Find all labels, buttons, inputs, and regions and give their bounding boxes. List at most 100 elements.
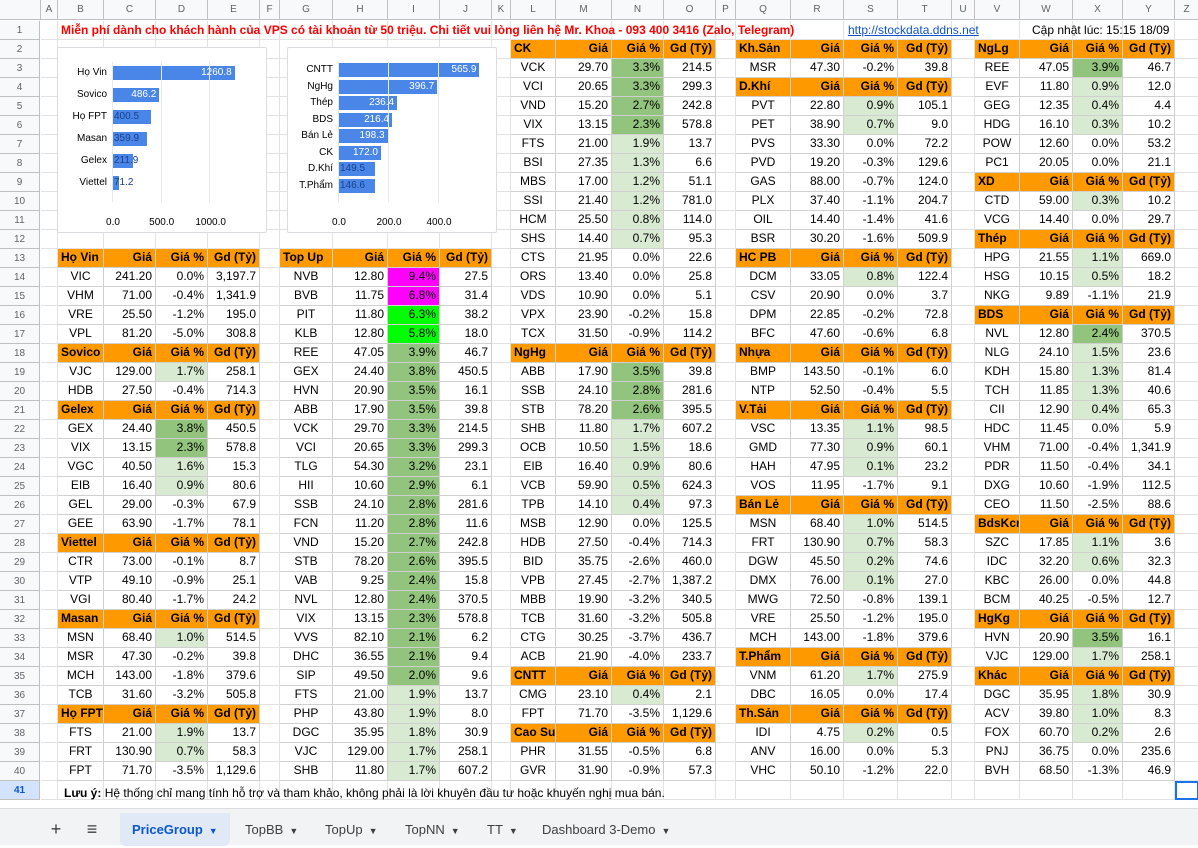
- ticker-symbol[interactable]: BSI: [511, 154, 556, 173]
- row-header-30[interactable]: 30: [0, 572, 40, 591]
- ticker-symbol[interactable]: REE: [975, 59, 1020, 78]
- ticker-symbol[interactable]: BID: [511, 553, 556, 572]
- ticker-symbol[interactable]: STB: [511, 401, 556, 420]
- column-header-z[interactable]: Z: [1175, 0, 1198, 20]
- ticker-symbol[interactable]: DMX: [736, 572, 791, 591]
- tab-dropdown-icon[interactable]: ▼: [661, 826, 671, 836]
- column-header-y[interactable]: Y: [1123, 0, 1175, 20]
- column-header-p[interactable]: P: [716, 0, 736, 20]
- ticker-symbol[interactable]: MWG: [736, 591, 791, 610]
- bar-value[interactable]: 565.9: [338, 63, 480, 78]
- column-header-j[interactable]: J: [440, 0, 492, 20]
- row-header-37[interactable]: 37: [0, 705, 40, 724]
- row-header-11[interactable]: 11: [0, 211, 40, 230]
- ticker-symbol[interactable]: VCG: [975, 211, 1020, 230]
- column-header-w[interactable]: W: [1020, 0, 1073, 20]
- ticker-symbol[interactable]: VHC: [736, 762, 791, 781]
- row-header-1[interactable]: 1: [0, 21, 40, 40]
- ticker-symbol[interactable]: DGC: [280, 724, 333, 743]
- ticker-symbol[interactable]: PDR: [975, 458, 1020, 477]
- column-header-f[interactable]: F: [260, 0, 280, 20]
- column-header-n[interactable]: N: [612, 0, 664, 20]
- ticker-symbol[interactable]: BVB: [280, 287, 333, 306]
- ticker-symbol[interactable]: HVN: [280, 382, 333, 401]
- tab-dropdown-icon[interactable]: ▼: [368, 826, 378, 836]
- ticker-symbol[interactable]: BVH: [975, 762, 1020, 781]
- tab-topbb[interactable]: TopBB ▼: [233, 813, 310, 846]
- ticker-symbol[interactable]: EIB: [58, 477, 104, 496]
- ticker-symbol[interactable]: GVR: [511, 762, 556, 781]
- ticker-symbol[interactable]: HDG: [975, 116, 1020, 135]
- column-header-s[interactable]: S: [844, 0, 898, 20]
- ticker-symbol[interactable]: SHB: [511, 420, 556, 439]
- ticker-symbol[interactable]: GAS: [736, 173, 791, 192]
- bar-value[interactable]: 1260.8: [112, 66, 235, 80]
- row-header-29[interactable]: 29: [0, 553, 40, 572]
- column-header-i[interactable]: I: [388, 0, 440, 20]
- ticker-symbol[interactable]: STB: [280, 553, 333, 572]
- ticker-symbol[interactable]: VGI: [58, 591, 104, 610]
- ticker-symbol[interactable]: PHP: [280, 705, 333, 724]
- column-header-l[interactable]: L: [511, 0, 556, 20]
- row-header-39[interactable]: 39: [0, 743, 40, 762]
- ticker-symbol[interactable]: VDS: [511, 287, 556, 306]
- ticker-symbol[interactable]: VOS: [736, 477, 791, 496]
- column-header-k[interactable]: K: [492, 0, 511, 20]
- ticker-symbol[interactable]: OIL: [736, 211, 791, 230]
- bar-value[interactable]: 198.3: [338, 129, 388, 144]
- ticker-symbol[interactable]: CTS: [511, 249, 556, 268]
- ticker-symbol[interactable]: TPB: [511, 496, 556, 515]
- ticker-symbol[interactable]: VSC: [736, 420, 791, 439]
- row-header-28[interactable]: 28: [0, 534, 40, 553]
- row-header-21[interactable]: 21: [0, 401, 40, 420]
- row-header-31[interactable]: 31: [0, 591, 40, 610]
- ticker-symbol[interactable]: SSB: [280, 496, 333, 515]
- ticker-symbol[interactable]: PVS: [736, 135, 791, 154]
- tab-topup[interactable]: TopUp ▼: [313, 813, 390, 846]
- column-header-b[interactable]: B: [58, 0, 104, 20]
- ticker-symbol[interactable]: CMG: [511, 686, 556, 705]
- row-header-9[interactable]: 9: [0, 173, 40, 192]
- ticker-symbol[interactable]: VCB: [511, 477, 556, 496]
- bar-value[interactable]: 400.5: [112, 110, 151, 124]
- ticker-symbol[interactable]: CII: [975, 401, 1020, 420]
- column-header-o[interactable]: O: [664, 0, 716, 20]
- ticker-symbol[interactable]: ANV: [736, 743, 791, 762]
- tab-dropdown-icon[interactable]: ▼: [289, 826, 299, 836]
- bar-value[interactable]: 172.0: [338, 145, 381, 160]
- ticker-symbol[interactable]: TLG: [280, 458, 333, 477]
- ticker-symbol[interactable]: SIP: [280, 667, 333, 686]
- ticker-symbol[interactable]: SSB: [511, 382, 556, 401]
- ticker-symbol[interactable]: NKG: [975, 287, 1020, 306]
- ticker-symbol[interactable]: NVL: [280, 591, 333, 610]
- ticker-symbol[interactable]: CEO: [975, 496, 1020, 515]
- sector-volume-chart[interactable]: CNTT 565.9 NgHg 396.7 Thép 236.4 BDS 216.4 Bán L…: [287, 47, 497, 233]
- tab-dropdown-icon[interactable]: ▼: [208, 826, 218, 836]
- ticker-symbol[interactable]: GEL: [58, 496, 104, 515]
- ticker-symbol[interactable]: PET: [736, 116, 791, 135]
- column-header-t[interactable]: T: [898, 0, 952, 20]
- ticker-symbol[interactable]: ACB: [511, 648, 556, 667]
- ticker-symbol[interactable]: BMP: [736, 363, 791, 382]
- ticker-symbol[interactable]: VIX: [58, 439, 104, 458]
- ticker-symbol[interactable]: KBC: [975, 572, 1020, 591]
- row-header-33[interactable]: 33: [0, 629, 40, 648]
- ticker-symbol[interactable]: ACV: [975, 705, 1020, 724]
- row-header-16[interactable]: 16: [0, 306, 40, 325]
- bar-value[interactable]: 149.5: [338, 162, 376, 177]
- ticker-symbol[interactable]: DGW: [736, 553, 791, 572]
- ticker-symbol[interactable]: VIX: [280, 610, 333, 629]
- row-header-27[interactable]: 27: [0, 515, 40, 534]
- ticker-symbol[interactable]: HDB: [58, 382, 104, 401]
- ticker-symbol[interactable]: FTS: [58, 724, 104, 743]
- row-header-10[interactable]: 10: [0, 192, 40, 211]
- ticker-symbol[interactable]: ORS: [511, 268, 556, 287]
- bar-value[interactable]: 236.4: [338, 96, 398, 111]
- ticker-symbol[interactable]: MBB: [511, 591, 556, 610]
- ticker-symbol[interactable]: ABB: [280, 401, 333, 420]
- ticker-symbol[interactable]: EVF: [975, 78, 1020, 97]
- ticker-symbol[interactable]: VTP: [58, 572, 104, 591]
- row-header-6[interactable]: 6: [0, 116, 40, 135]
- ticker-symbol[interactable]: VPL: [58, 325, 104, 344]
- ticker-symbol[interactable]: VHM: [58, 287, 104, 306]
